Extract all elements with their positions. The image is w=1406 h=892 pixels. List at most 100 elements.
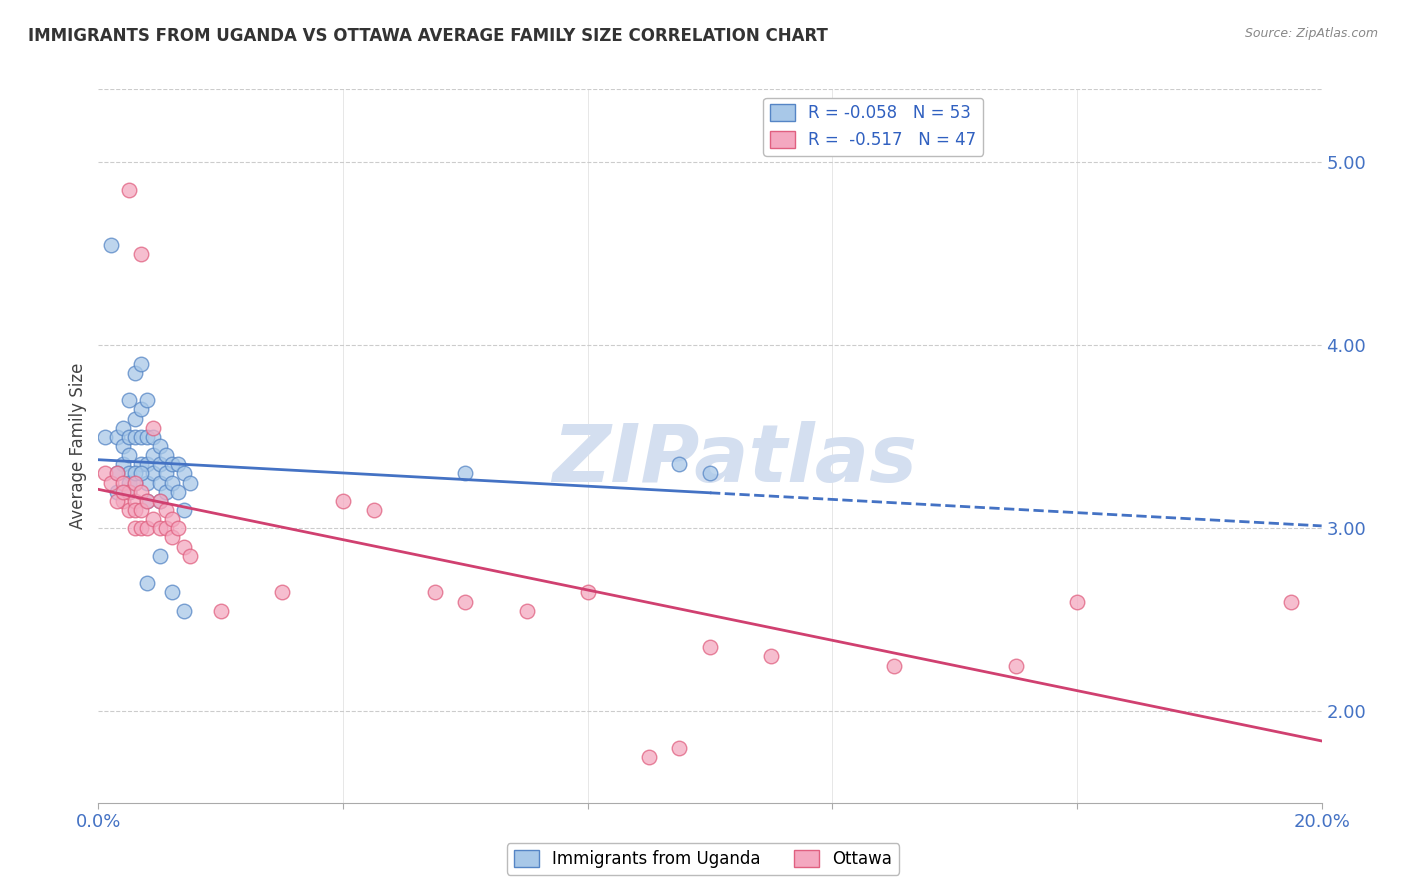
Point xyxy=(155,467,177,481)
Point xyxy=(136,494,159,508)
Point xyxy=(129,430,152,444)
Point xyxy=(118,503,141,517)
Point xyxy=(136,458,159,472)
Point xyxy=(129,484,152,499)
Point xyxy=(454,594,477,608)
Point xyxy=(136,393,159,408)
Point xyxy=(129,357,152,371)
Point xyxy=(129,402,152,417)
Point xyxy=(118,484,141,499)
Point xyxy=(454,467,477,481)
Point xyxy=(155,448,177,462)
Point xyxy=(118,430,141,444)
Point xyxy=(883,658,905,673)
Point xyxy=(173,467,195,481)
Point xyxy=(100,237,122,252)
Point xyxy=(93,467,115,481)
Point xyxy=(118,448,141,462)
Point xyxy=(173,604,195,618)
Point xyxy=(160,512,183,526)
Point xyxy=(173,540,195,554)
Point xyxy=(118,484,141,499)
Point xyxy=(136,475,159,490)
Point xyxy=(124,430,146,444)
Point xyxy=(142,448,165,462)
Point xyxy=(155,521,177,535)
Point xyxy=(124,475,146,490)
Point xyxy=(1004,658,1026,673)
Point xyxy=(118,475,141,490)
Point xyxy=(167,521,190,535)
Point xyxy=(155,503,177,517)
Point xyxy=(124,503,146,517)
Point xyxy=(124,521,146,535)
Point xyxy=(209,604,232,618)
Point xyxy=(167,458,190,472)
Point xyxy=(100,475,122,490)
Point xyxy=(270,585,292,599)
Point xyxy=(136,430,159,444)
Point xyxy=(111,439,134,453)
Legend: Immigrants from Uganda, Ottawa: Immigrants from Uganda, Ottawa xyxy=(508,843,898,875)
Point xyxy=(105,430,128,444)
Point xyxy=(363,503,385,517)
Point xyxy=(118,393,141,408)
Point xyxy=(668,458,690,472)
Point xyxy=(668,740,690,755)
Point xyxy=(136,521,159,535)
Point xyxy=(160,475,183,490)
Point xyxy=(118,467,141,481)
Point xyxy=(124,411,146,425)
Text: Source: ZipAtlas.com: Source: ZipAtlas.com xyxy=(1244,27,1378,40)
Point xyxy=(179,549,201,563)
Point xyxy=(149,494,172,508)
Point xyxy=(149,494,172,508)
Point xyxy=(699,467,721,481)
Point xyxy=(136,576,159,591)
Point xyxy=(699,640,721,655)
Point xyxy=(105,484,128,499)
Point xyxy=(129,458,152,472)
Point xyxy=(149,439,172,453)
Point xyxy=(149,458,172,472)
Point xyxy=(111,458,134,472)
Point xyxy=(124,467,146,481)
Point xyxy=(93,430,115,444)
Point xyxy=(129,521,152,535)
Point xyxy=(142,430,165,444)
Text: ZIPatlas: ZIPatlas xyxy=(553,421,917,500)
Point xyxy=(124,366,146,380)
Point xyxy=(105,467,128,481)
Point xyxy=(1066,594,1088,608)
Point xyxy=(129,467,152,481)
Point xyxy=(155,484,177,499)
Point xyxy=(142,512,165,526)
Point xyxy=(105,467,128,481)
Point xyxy=(149,521,172,535)
Y-axis label: Average Family Size: Average Family Size xyxy=(69,363,87,529)
Point xyxy=(124,494,146,508)
Point xyxy=(142,420,165,434)
Point xyxy=(160,531,183,545)
Point xyxy=(637,750,661,764)
Point xyxy=(129,503,152,517)
Point xyxy=(111,475,134,490)
Point xyxy=(149,475,172,490)
Point xyxy=(111,420,134,434)
Text: IMMIGRANTS FROM UGANDA VS OTTAWA AVERAGE FAMILY SIZE CORRELATION CHART: IMMIGRANTS FROM UGANDA VS OTTAWA AVERAGE… xyxy=(28,27,828,45)
Point xyxy=(111,494,134,508)
Point xyxy=(759,649,782,664)
Point xyxy=(576,585,599,599)
Point xyxy=(111,484,134,499)
Point xyxy=(149,549,172,563)
Point xyxy=(160,585,183,599)
Point xyxy=(136,494,159,508)
Point xyxy=(1279,594,1302,608)
Point xyxy=(124,475,146,490)
Point xyxy=(423,585,446,599)
Point xyxy=(129,247,152,261)
Point xyxy=(516,604,538,618)
Point xyxy=(118,183,141,197)
Point xyxy=(105,494,128,508)
Point xyxy=(332,494,354,508)
